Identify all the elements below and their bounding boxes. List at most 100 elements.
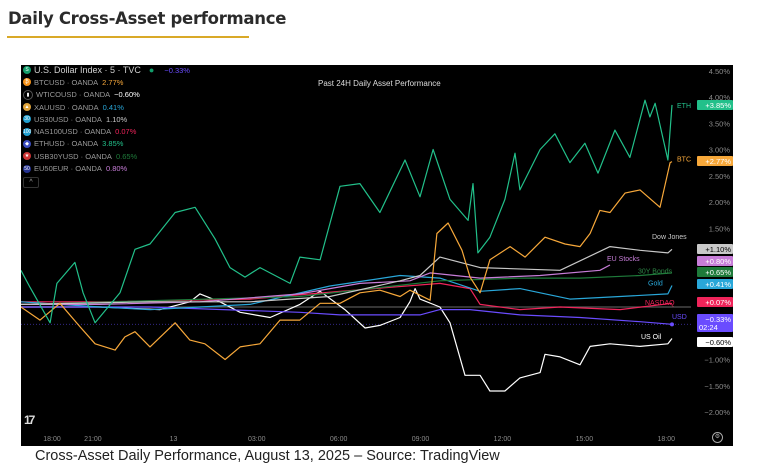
y-tick-label: 2.00% bbox=[709, 198, 731, 207]
asset-icon: 30 bbox=[23, 115, 31, 124]
x-tick-label: 15:00 bbox=[576, 436, 594, 443]
legend-item-label: XAUUSD · OANDA bbox=[34, 102, 99, 112]
legend-item-label: EU50EUR · OANDA bbox=[34, 164, 102, 174]
value-badge-text: −0.33% bbox=[705, 315, 731, 324]
asset-icon: ▲ bbox=[23, 103, 31, 112]
x-tick-label: 18:00 bbox=[43, 436, 61, 443]
series-line-30y-bonds bbox=[21, 272, 673, 305]
countdown-text: 02:24 bbox=[699, 323, 718, 332]
series-line-dow-jones bbox=[21, 246, 673, 305]
asset-icon: ₿ bbox=[23, 78, 31, 87]
series-label: Gold bbox=[648, 280, 663, 287]
value-badge-text: +2.77% bbox=[705, 157, 731, 166]
series-line-gold bbox=[21, 274, 673, 311]
value-badge bbox=[697, 100, 733, 110]
y-tick-label: −1.00% bbox=[704, 356, 730, 365]
legend-item-value: 0.41% bbox=[102, 102, 124, 112]
value-badge bbox=[697, 267, 733, 277]
usd-last-point bbox=[669, 322, 674, 327]
value-badge bbox=[697, 337, 733, 347]
chart-panel[interactable] bbox=[21, 65, 733, 446]
value-badge bbox=[697, 314, 733, 332]
value-badge bbox=[697, 156, 733, 166]
series-label: EU Stocks bbox=[607, 256, 640, 263]
value-badge bbox=[697, 244, 733, 254]
chart-caption: Cross-Asset Daily Performance, August 13… bbox=[35, 448, 500, 464]
x-tick-label: 13 bbox=[170, 436, 178, 443]
series-line-btc bbox=[21, 161, 673, 361]
gear-icon[interactable]: ⚙ bbox=[712, 432, 723, 443]
asset-icon: 100 bbox=[23, 127, 32, 136]
legend-item-label: BTCUSD · OANDA bbox=[34, 77, 99, 87]
asset-icon: ★ bbox=[23, 152, 31, 161]
legend-item[interactable]: 50 EU50EUR · OANDA 0.80% bbox=[23, 162, 190, 174]
series-label: BTC bbox=[677, 156, 691, 163]
series-line-usd bbox=[21, 306, 673, 325]
x-tick-label: 21:00 bbox=[84, 436, 102, 443]
legend-item-value: 1.10% bbox=[105, 114, 128, 124]
legend: S U.S. Dollar Index · 5 · TVC ● −0.33% ₿… bbox=[23, 64, 190, 188]
legend-item-label: ETHUSD · OANDA bbox=[34, 139, 99, 149]
page-title: Daily Cross-Asset performance bbox=[8, 9, 287, 28]
asset-icon: ◆ bbox=[23, 139, 31, 148]
x-tick-label: 09:00 bbox=[412, 436, 430, 443]
asset-icon: ▮ bbox=[23, 89, 33, 100]
series-label: Dow Jones bbox=[652, 234, 687, 241]
legend-header-label: U.S. Dollar Index · 5 · TVC bbox=[34, 65, 141, 76]
legend-item-value: 0.07% bbox=[115, 127, 137, 137]
y-tick-label: 2.50% bbox=[709, 172, 731, 181]
y-tick-label: 1.50% bbox=[709, 224, 731, 233]
collapse-legend-button[interactable]: ^ bbox=[23, 176, 39, 188]
value-badge bbox=[697, 256, 733, 266]
legend-item[interactable]: ₿ BTCUSD · OANDA 2.77% bbox=[23, 76, 190, 88]
x-tick-label: 03:00 bbox=[248, 436, 266, 443]
legend-item-label: USB30YUSD · OANDA bbox=[34, 151, 112, 161]
value-badge-text: +0.65% bbox=[705, 268, 731, 277]
legend-item[interactable]: ▮ WTICOUSD · OANDA −0.60% bbox=[23, 89, 190, 101]
legend-item-value: −0.60% bbox=[114, 90, 140, 100]
y-tick-label: 3.00% bbox=[709, 146, 731, 155]
legend-item-label: NAS100USD · OANDA bbox=[34, 127, 112, 137]
legend-item-label: US30USD · OANDA bbox=[34, 114, 102, 124]
series-line-nasdaq bbox=[21, 282, 673, 311]
y-tick-label: −2.00% bbox=[704, 408, 730, 417]
value-badge-text: +0.07% bbox=[705, 298, 731, 307]
series-label: US Oil bbox=[641, 334, 662, 341]
legend-item[interactable]: ▲ XAUUSD · OANDA 0.41% bbox=[23, 101, 190, 113]
legend-item-label: WTICOUSD · OANDA bbox=[36, 90, 111, 100]
legend-item-value: 2.77% bbox=[102, 77, 124, 87]
value-badge-text: +3.85% bbox=[705, 101, 731, 110]
y-tick-label: 3.50% bbox=[709, 119, 731, 128]
series-label: NASDAQ bbox=[645, 300, 675, 307]
y-tick-label: 4.50% bbox=[709, 67, 731, 76]
legend-header-value: −0.33% bbox=[164, 65, 190, 75]
series-label: 30Y Bonds bbox=[638, 268, 673, 275]
legend-item-value: 3.85% bbox=[102, 139, 124, 149]
series-label: ETH bbox=[677, 103, 691, 110]
legend-item[interactable]: 100 NAS100USD · OANDA 0.07% bbox=[23, 125, 190, 137]
legend-item[interactable]: ◆ ETHUSD · OANDA 3.85% bbox=[23, 138, 190, 150]
legend-header[interactable]: S U.S. Dollar Index · 5 · TVC ● −0.33% bbox=[23, 64, 190, 76]
series-label: USD bbox=[672, 314, 687, 321]
value-badge-text: −0.60% bbox=[705, 338, 731, 347]
x-tick-label: 06:00 bbox=[330, 436, 348, 443]
x-tick-label: 18:00 bbox=[657, 436, 675, 443]
value-badge bbox=[697, 279, 733, 289]
asset-icon: 50 bbox=[23, 164, 31, 173]
value-badge bbox=[697, 297, 733, 307]
legend-item-value: 0.80% bbox=[105, 164, 128, 174]
series-line-eth bbox=[21, 99, 673, 324]
market-open-dot-icon: ● bbox=[148, 65, 155, 76]
legend-item-value: 0.65% bbox=[115, 151, 138, 161]
legend-item[interactable]: ★ USB30YUSD · OANDA 0.65% bbox=[23, 150, 190, 162]
legend-item[interactable]: 30 US30USD · OANDA 1.10% bbox=[23, 113, 190, 125]
x-tick-label: 12:00 bbox=[494, 436, 512, 443]
value-badge-text: +1.10% bbox=[705, 245, 731, 254]
series-line-eu-stocks bbox=[21, 264, 611, 305]
title-underline bbox=[7, 36, 249, 38]
chart-title: Past 24H Daily Asset Performance bbox=[318, 79, 441, 88]
tradingview-logo-icon: 17 bbox=[24, 413, 35, 427]
value-badge-text: +0.80% bbox=[705, 257, 731, 266]
value-badge-text: +0.41% bbox=[705, 280, 731, 289]
